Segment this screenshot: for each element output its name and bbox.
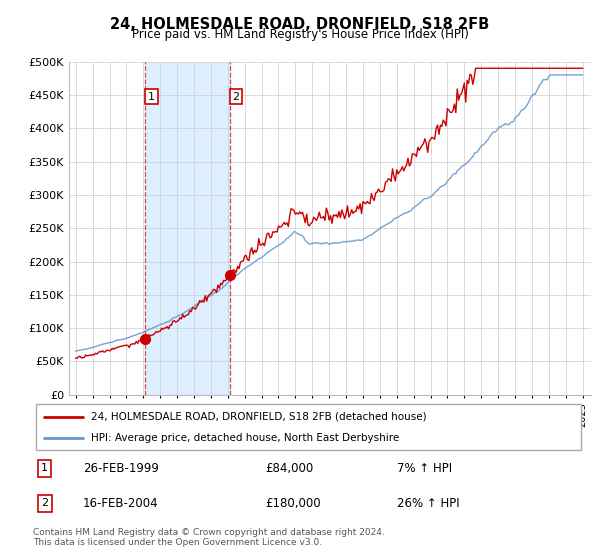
Text: Price paid vs. HM Land Registry's House Price Index (HPI): Price paid vs. HM Land Registry's House … — [131, 28, 469, 41]
Text: £84,000: £84,000 — [265, 462, 313, 475]
Text: 1: 1 — [148, 92, 155, 101]
Bar — [145, 62, 230, 395]
Text: 1: 1 — [41, 464, 48, 474]
Text: 24, HOLMESDALE ROAD, DRONFIELD, S18 2FB: 24, HOLMESDALE ROAD, DRONFIELD, S18 2FB — [110, 17, 490, 32]
Text: Contains HM Land Registry data © Crown copyright and database right 2024.
This d: Contains HM Land Registry data © Crown c… — [33, 528, 385, 547]
Text: £180,000: £180,000 — [265, 497, 320, 510]
Text: HPI: Average price, detached house, North East Derbyshire: HPI: Average price, detached house, Nort… — [91, 433, 399, 444]
Text: 2: 2 — [41, 498, 49, 508]
Text: 24, HOLMESDALE ROAD, DRONFIELD, S18 2FB (detached house): 24, HOLMESDALE ROAD, DRONFIELD, S18 2FB … — [91, 412, 427, 422]
Text: 7% ↑ HPI: 7% ↑ HPI — [397, 462, 452, 475]
FancyBboxPatch shape — [36, 404, 581, 450]
Text: 26% ↑ HPI: 26% ↑ HPI — [397, 497, 460, 510]
Text: 26-FEB-1999: 26-FEB-1999 — [83, 462, 158, 475]
Text: 16-FEB-2004: 16-FEB-2004 — [83, 497, 158, 510]
Text: 2: 2 — [232, 92, 239, 101]
